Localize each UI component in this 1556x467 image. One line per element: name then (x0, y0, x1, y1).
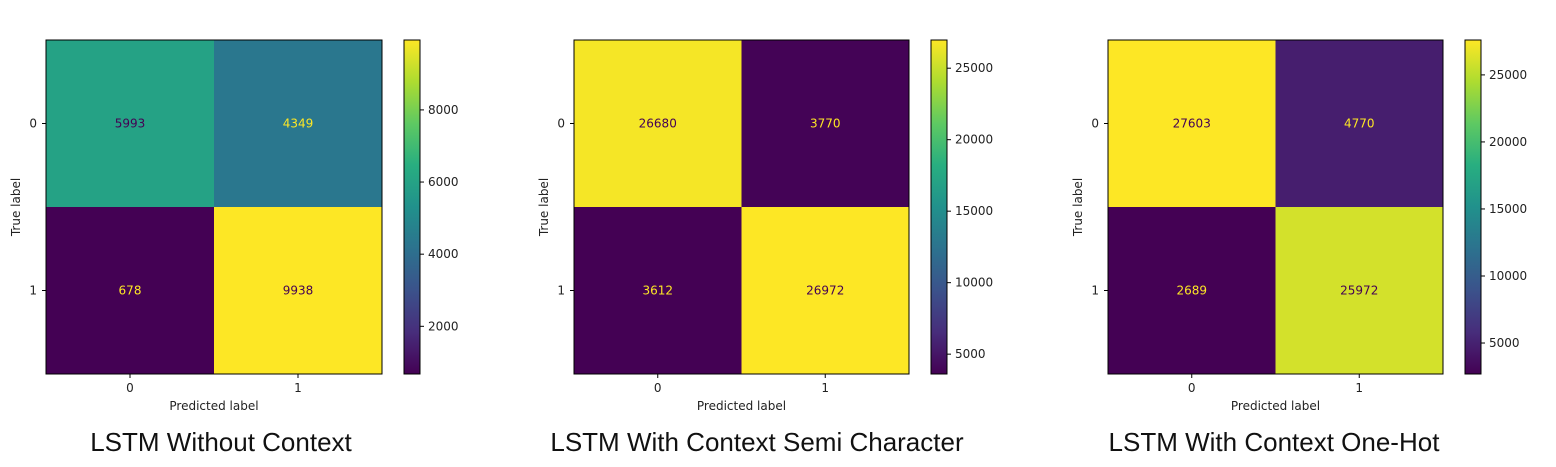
cell-0-0 (46, 40, 214, 207)
y-tick-label: 0 (1091, 117, 1099, 131)
x-tick-label: 0 (654, 381, 662, 395)
cell-value-label: 26972 (806, 284, 844, 298)
plot-frame (45, 39, 383, 375)
cell-value-label: 3770 (810, 117, 841, 131)
colorbar-tick-label: 25000 (955, 61, 993, 75)
cell-value-label: 4349 (283, 117, 314, 131)
cell-0-0 (574, 40, 742, 207)
chart-title-1: LSTM Without Context (90, 427, 352, 457)
x-tick-label: 0 (126, 381, 134, 395)
cell-1-1 (741, 207, 909, 374)
colorbar (403, 39, 421, 375)
colorbar-tick-label: 20000 (955, 133, 993, 147)
x-axis-label: Predicted label (697, 399, 786, 413)
cell-value-label: 4770 (1344, 117, 1375, 131)
y-tick-label: 1 (557, 284, 565, 298)
colorbar-tick-label: 10000 (955, 276, 993, 290)
colorbar-tick-label: 8000 (428, 103, 459, 117)
cell-1-0 (574, 207, 742, 374)
y-tick-label: 0 (557, 117, 565, 131)
cell-0-0 (1108, 40, 1276, 207)
colorbar-tick-label: 10000 (1489, 269, 1527, 283)
cell-1-0 (46, 207, 214, 374)
cell-1-1 (1275, 207, 1443, 374)
cell-1-0 (1108, 207, 1276, 374)
cell-0-1 (214, 40, 382, 207)
plot-frame (1107, 39, 1444, 375)
colorbar-tick-label: 4000 (428, 247, 459, 261)
colorbar-tick-label: 5000 (955, 347, 986, 361)
y-axis-label: True label (1071, 178, 1085, 237)
colorbar-tick-label: 2000 (428, 319, 459, 333)
y-axis-label: True label (537, 178, 551, 237)
cell-value-label: 678 (119, 284, 142, 298)
chart-title-2: LSTM With Context Semi Character (550, 427, 964, 457)
y-tick-label: 0 (29, 117, 37, 131)
x-axis-label: Predicted label (169, 399, 258, 413)
colorbar-tick-label: 25000 (1489, 68, 1527, 82)
x-tick-label: 1 (1355, 381, 1363, 395)
colorbar-tick-label: 6000 (428, 175, 459, 189)
cell-value-label: 26680 (639, 117, 677, 131)
x-tick-label: 1 (294, 381, 302, 395)
colorbar-tick-label: 15000 (955, 204, 993, 218)
cell-0-1 (741, 40, 909, 207)
colorbar (930, 39, 948, 375)
cell-value-label: 25972 (1340, 284, 1378, 298)
chart-title-3: LSTM With Context One-Hot (1108, 427, 1440, 457)
confusion-matrix-2: 26680 3770 3612 26972 0 1 0 1 Predicted label Tru… (537, 39, 993, 413)
cell-value-label: 5993 (115, 117, 146, 131)
cell-value-label: 3612 (642, 284, 673, 298)
cell-value-label: 2689 (1176, 284, 1207, 298)
colorbar-tick-label: 15000 (1489, 202, 1527, 216)
plot-frame (573, 39, 910, 375)
y-axis-label: True label (9, 178, 23, 237)
y-tick-label: 1 (1091, 284, 1099, 298)
cell-value-label: 9938 (283, 284, 314, 298)
y-tick-label: 1 (29, 284, 37, 298)
cell-value-label: 27603 (1173, 117, 1211, 131)
cell-0-1 (1275, 40, 1443, 207)
x-tick-label: 0 (1188, 381, 1196, 395)
confusion-matrix-1: 5993 4349 678 9938 0 1 0 1 Predicted label True l… (9, 39, 459, 413)
x-axis-label: Predicted label (1231, 399, 1320, 413)
cell-1-1 (214, 207, 382, 374)
colorbar-tick-label: 20000 (1489, 135, 1527, 149)
colorbar (1464, 39, 1482, 375)
colorbar-tick-label: 5000 (1489, 336, 1520, 350)
confusion-matrix-3: 27603 4770 2689 25972 0 1 0 1 Predicted label Tru… (1071, 39, 1527, 413)
x-tick-label: 1 (821, 381, 829, 395)
